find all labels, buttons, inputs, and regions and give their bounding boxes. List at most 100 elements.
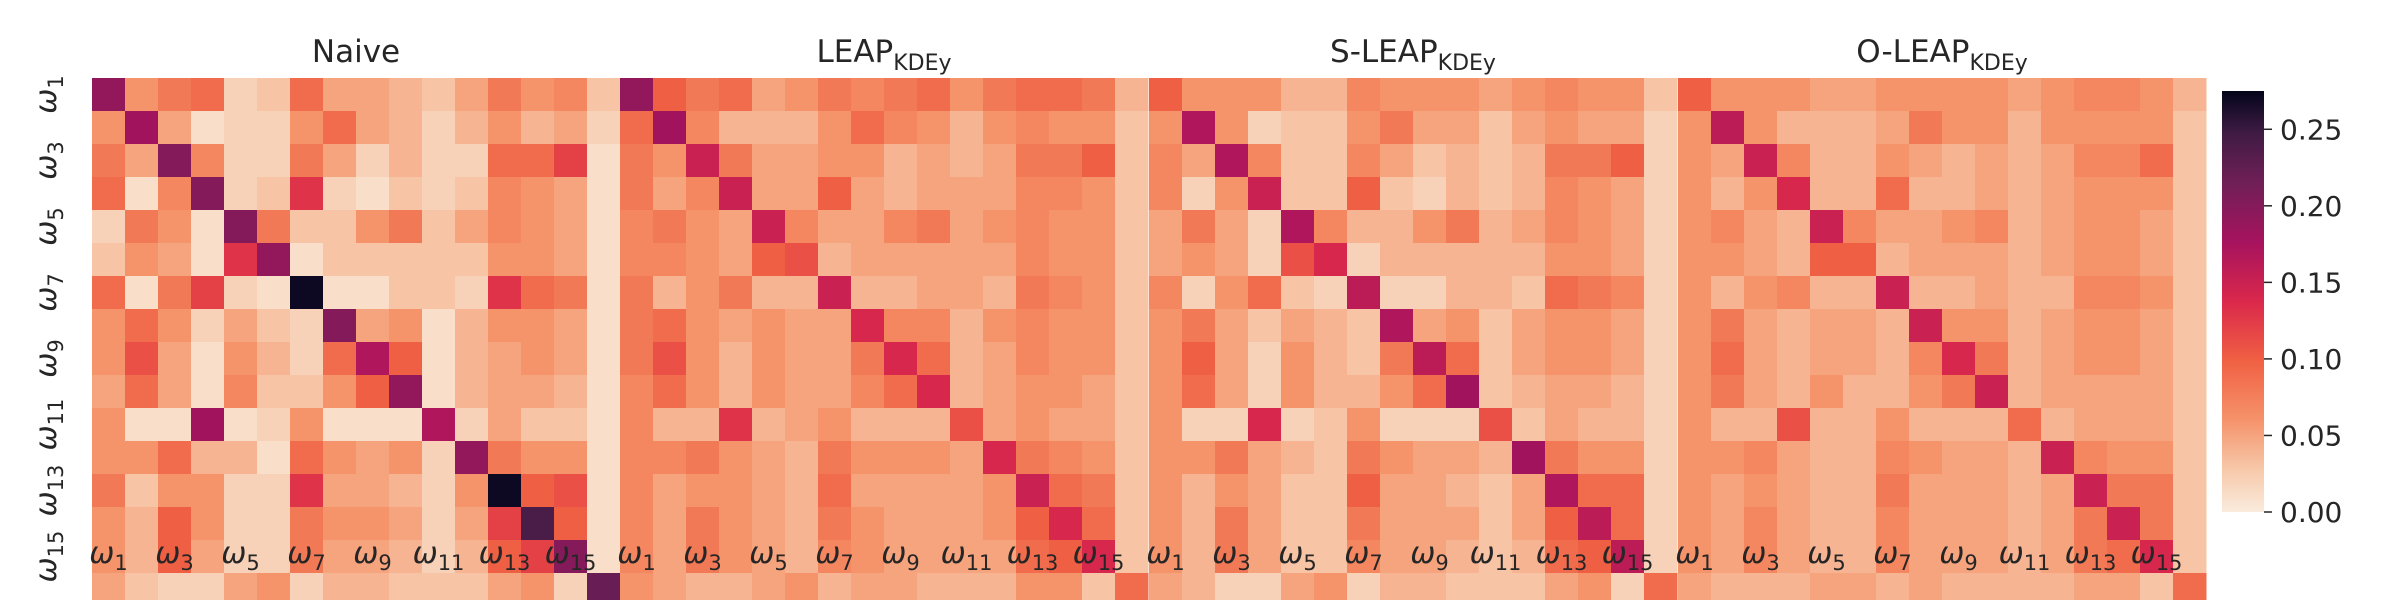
heatmap-cell bbox=[1711, 177, 1745, 211]
heatmap-cell bbox=[1611, 375, 1645, 409]
heatmap-cell bbox=[752, 177, 786, 211]
heatmap-cell bbox=[686, 276, 720, 310]
heatmap-cell bbox=[1149, 276, 1183, 310]
heatmap-cell bbox=[422, 243, 456, 277]
heatmap-cell bbox=[686, 408, 720, 442]
heatmap-cell bbox=[488, 309, 522, 343]
heatmap-cell bbox=[1810, 375, 1844, 409]
heatmap-cell bbox=[1578, 408, 1612, 442]
heatmap-cell bbox=[1744, 78, 1778, 112]
heatmap-cell bbox=[2041, 78, 2075, 112]
heatmap-cell bbox=[1909, 210, 1943, 244]
heatmap-cell bbox=[1942, 309, 1976, 343]
heatmap-cell bbox=[1347, 408, 1381, 442]
heatmap-cell bbox=[2107, 243, 2141, 277]
heatmap-cell bbox=[1479, 573, 1513, 600]
heatmap-cell bbox=[2041, 243, 2075, 277]
heatmap-cell bbox=[356, 408, 390, 442]
heatmap-cell bbox=[1082, 573, 1116, 600]
heatmap-cell bbox=[2008, 276, 2042, 310]
heatmap-cell bbox=[587, 573, 621, 600]
heatmap-cell bbox=[653, 540, 687, 574]
heatmap-cell bbox=[2041, 408, 2075, 442]
heatmap-cell bbox=[587, 177, 621, 211]
heatmap-cell bbox=[1347, 111, 1381, 145]
heatmap-cell bbox=[1149, 144, 1183, 178]
heatmap-cell bbox=[2173, 111, 2207, 145]
heatmap-cell bbox=[917, 441, 951, 475]
heatmap-cell bbox=[1248, 573, 1282, 600]
heatmap-cell bbox=[1843, 474, 1877, 508]
heatmap-cell bbox=[1215, 243, 1249, 277]
heatmap-cell bbox=[1248, 507, 1282, 541]
heatmap-cell bbox=[1744, 342, 1778, 376]
heatmap-cell bbox=[1215, 111, 1249, 145]
heatmap-cell bbox=[587, 276, 621, 310]
heatmap-cell bbox=[158, 474, 192, 508]
heatmap-cell bbox=[2173, 78, 2207, 112]
heatmap-cell bbox=[1545, 540, 1579, 574]
heatmap-cell bbox=[1347, 309, 1381, 343]
heatmap-cell bbox=[2107, 78, 2141, 112]
heatmap-cell bbox=[653, 177, 687, 211]
heatmap-cell bbox=[653, 276, 687, 310]
heatmap-cell bbox=[1082, 375, 1116, 409]
heatmap-cell bbox=[422, 78, 456, 112]
heatmap-cell bbox=[2074, 540, 2108, 574]
heatmap-cell bbox=[1413, 342, 1447, 376]
heatmap-cell bbox=[554, 441, 588, 475]
heatmap-cell bbox=[389, 78, 423, 112]
heatmap-cell bbox=[422, 210, 456, 244]
heatmap-cell bbox=[917, 78, 951, 112]
heatmap-cell bbox=[1512, 144, 1546, 178]
heatmap-cell bbox=[1413, 144, 1447, 178]
heatmap-cell bbox=[1545, 408, 1579, 442]
heatmap-cell bbox=[1578, 507, 1612, 541]
heatmap-cell bbox=[257, 243, 291, 277]
heatmap-cell bbox=[323, 276, 357, 310]
heatmap-cell bbox=[851, 78, 885, 112]
heatmap-cell bbox=[1777, 243, 1811, 277]
heatmap-cell bbox=[818, 408, 852, 442]
heatmap-cell bbox=[653, 210, 687, 244]
heatmap-cell bbox=[191, 540, 225, 574]
heatmap-cell bbox=[1479, 408, 1513, 442]
heatmap-cell bbox=[1314, 441, 1348, 475]
heatmap-cell bbox=[686, 78, 720, 112]
heatmap-cell bbox=[1215, 144, 1249, 178]
heatmap-cell bbox=[1942, 243, 1976, 277]
heatmap-cell bbox=[686, 210, 720, 244]
heatmap-cell bbox=[1678, 342, 1712, 376]
heatmap-cell bbox=[851, 573, 885, 600]
heatmap-cell bbox=[1876, 309, 1910, 343]
heatmap-cell bbox=[521, 375, 555, 409]
heatmap-cell bbox=[2074, 408, 2108, 442]
heatmap-cell bbox=[851, 309, 885, 343]
heatmap-cell bbox=[1314, 111, 1348, 145]
heatmap-cell bbox=[92, 78, 126, 112]
heatmap-cell bbox=[1843, 540, 1877, 574]
heatmap-cell bbox=[2008, 342, 2042, 376]
heatmap-cell bbox=[1380, 309, 1414, 343]
heatmap-cell bbox=[818, 243, 852, 277]
heatmap-cell bbox=[158, 441, 192, 475]
heatmap-cell bbox=[1942, 111, 1976, 145]
heatmap-cell bbox=[488, 507, 522, 541]
heatmap-cell bbox=[290, 375, 324, 409]
heatmap-cell bbox=[2140, 144, 2174, 178]
heatmap-cell bbox=[1975, 573, 2009, 600]
heatmap-cell bbox=[1413, 177, 1447, 211]
heatmap-cell bbox=[257, 111, 291, 145]
heatmap-cell bbox=[1149, 111, 1183, 145]
heatmap-cell bbox=[1149, 243, 1183, 277]
heatmap-cell bbox=[983, 474, 1017, 508]
heatmap-cell bbox=[257, 309, 291, 343]
heatmap-cell bbox=[1644, 375, 1678, 409]
heatmap-cell bbox=[521, 78, 555, 112]
heatmap-cell bbox=[2008, 309, 2042, 343]
y-tick-label: ω7 bbox=[29, 273, 68, 312]
heatmap-cell bbox=[1182, 210, 1216, 244]
heatmap-cell bbox=[1446, 243, 1480, 277]
heatmap-cell bbox=[422, 474, 456, 508]
heatmap-cell bbox=[1810, 540, 1844, 574]
